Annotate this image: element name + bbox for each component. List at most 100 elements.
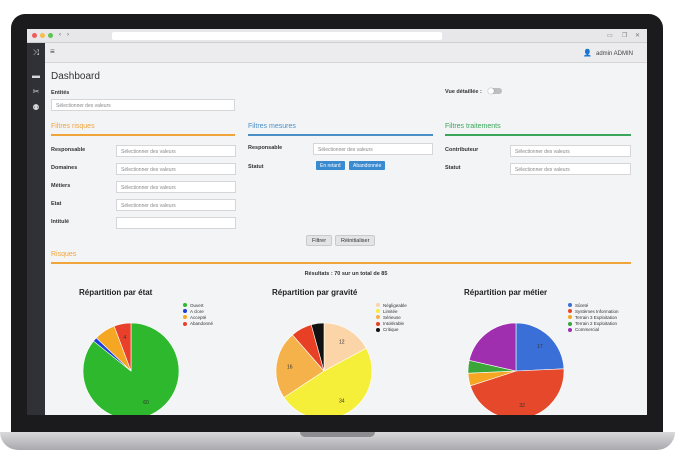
legend-item[interactable]: Systèmes Information: [568, 308, 619, 314]
users-icon[interactable]: ⚉: [32, 103, 40, 112]
tools-icon[interactable]: ✂: [32, 87, 40, 96]
pie-slice[interactable]: [323, 322, 367, 372]
etat-select[interactable]: Sélectionner des valeurs: [116, 199, 236, 211]
legend-swatch: [183, 303, 187, 308]
legend-item[interactable]: Sûreté: [568, 302, 619, 308]
legend-item[interactable]: Intolérable: [376, 321, 407, 327]
chart-gravite-title: Répartition par gravité: [272, 288, 358, 297]
shuffle-icon[interactable]: ⤨: [32, 48, 40, 57]
chart-metier-title: Répartition par métier: [464, 288, 548, 297]
entites-label: Entités: [51, 90, 70, 96]
laptop-notch: [300, 432, 375, 437]
tag-abandonnee[interactable]: Abandonnée: [349, 161, 386, 170]
legend-swatch: [568, 315, 572, 320]
window-restore-icon[interactable]: ❐: [622, 33, 628, 39]
detail-toggle-label: Vue détaillée :: [445, 89, 482, 95]
user-label: admin ADMIN: [595, 51, 633, 57]
pie-data-label: 17: [537, 344, 543, 350]
window-minimize-icon[interactable]: ▭: [607, 33, 613, 39]
pie-slice[interactable]: [469, 368, 565, 415]
pie-slice[interactable]: [283, 347, 373, 415]
domaines-select[interactable]: Sélectionner des valeurs: [116, 163, 236, 175]
contributeur-select[interactable]: Sélectionner des valeurs: [510, 145, 631, 157]
filtres-traitements-title: Filtres traitements: [445, 123, 501, 130]
chart-etat-legend: Ouvert A clore Accepté Abandonné: [183, 302, 213, 327]
traitements-statut-select[interactable]: Sélectionner des valeurs: [510, 163, 631, 175]
legend-item[interactable]: Terrain 2 Exploitation: [568, 321, 619, 327]
legend-item[interactable]: A clore: [183, 308, 213, 314]
main-content: Dashboard Entités Sélectionner des valeu…: [45, 63, 647, 415]
user-icon: 👤: [583, 50, 592, 57]
metiers-label: Métiers: [51, 183, 71, 189]
filtres-traitements-rule: [445, 134, 631, 136]
close-dot-icon[interactable]: [32, 33, 37, 38]
pie-data-label: 32: [519, 403, 525, 409]
legend-item[interactable]: Négligeable: [376, 302, 407, 308]
metiers-select[interactable]: Sélectionner des valeurs: [116, 181, 236, 193]
pie-slice[interactable]: [515, 322, 565, 372]
sidebar: ⤨ ▬ ✂ ⚉: [27, 43, 45, 415]
hamburger-icon[interactable]: ≡: [50, 47, 55, 56]
detail-toggle[interactable]: [488, 88, 502, 94]
pie-slice[interactable]: [310, 322, 325, 372]
back-icon[interactable]: ‹: [59, 32, 61, 38]
window-close-icon[interactable]: ✕: [635, 33, 641, 39]
pie-slice[interactable]: [113, 322, 132, 372]
legend-swatch: [568, 321, 572, 326]
chart-etat-title: Répartition par état: [79, 288, 153, 297]
domaines-label: Domaines: [51, 165, 78, 171]
legend-label: A clore: [190, 308, 204, 314]
responsable-label: Responsable: [51, 147, 86, 153]
legend-label: Terrain 3 Exploitation: [575, 314, 618, 320]
mesures-statut-label: Statut: [248, 164, 264, 170]
legend-item[interactable]: Accepté: [183, 314, 213, 320]
pie-data-label: 34: [339, 399, 345, 405]
legend-label: Commercial: [575, 327, 600, 333]
user-menu[interactable]: 👤 admin ADMIN: [583, 49, 633, 57]
legend-swatch: [183, 309, 187, 314]
intitule-input[interactable]: [116, 217, 236, 229]
legend-item[interactable]: Ouvert: [183, 302, 213, 308]
pie-data-label: 60: [143, 400, 149, 406]
reset-button[interactable]: Réinitialiser: [335, 235, 376, 246]
legend-swatch: [376, 309, 380, 314]
legend-label: Abandonné: [190, 321, 214, 327]
filtres-risques-rule: [51, 134, 235, 136]
legend-label: Critique: [383, 327, 399, 333]
legend-swatch: [376, 327, 380, 332]
forward-icon[interactable]: ›: [67, 32, 69, 38]
legend-label: Sûreté: [575, 302, 589, 308]
pie-slice[interactable]: [275, 334, 325, 398]
mesures-responsable-select[interactable]: Sélectionner des valeurs: [313, 143, 433, 155]
legend-item[interactable]: Limitée: [376, 308, 407, 314]
screen: ‹ › ▭ ❐ ✕ ≡ 👤 admin ADMIN ⤨ ▬ ✂ ⚉ Dashboa…: [27, 29, 647, 415]
url-bar[interactable]: [112, 32, 442, 40]
app-header: ≡ 👤 admin ADMIN: [27, 43, 647, 63]
chart-gravite: Répartition par gravité Négligeable Limit…: [272, 284, 452, 415]
legend-label: Limitée: [383, 308, 398, 314]
entites-select[interactable]: Sélectionner des valeurs: [51, 99, 235, 111]
filtres-risques-title: Filtres risques: [51, 123, 95, 130]
legend-item[interactable]: Commercial: [568, 327, 619, 333]
legend-item[interactable]: Abandonné: [183, 321, 213, 327]
responsable-select[interactable]: Sélectionner des valeurs: [116, 145, 236, 157]
risques-rule: [51, 262, 631, 264]
maximize-dot-icon[interactable]: [48, 33, 53, 38]
legend-item[interactable]: Sérieuse: [376, 314, 407, 320]
filter-button[interactable]: Filtrer: [306, 235, 333, 246]
legend-item[interactable]: Critique: [376, 327, 407, 333]
legend-label: Sérieuse: [383, 314, 401, 320]
folder-icon[interactable]: ▬: [32, 71, 40, 80]
etat-label: Etat: [51, 201, 62, 207]
tag-en-retard[interactable]: En retard: [316, 161, 345, 170]
legend-swatch: [568, 309, 572, 314]
legend-item[interactable]: Terrain 3 Exploitation: [568, 314, 619, 320]
legend-swatch: [568, 327, 572, 332]
pie-slice[interactable]: [468, 322, 517, 372]
legend-label: Intolérable: [383, 321, 405, 327]
legend-label: Systèmes Information: [575, 308, 619, 314]
risques-title: Risques: [51, 251, 77, 258]
minimize-dot-icon[interactable]: [40, 33, 45, 38]
browser-chrome: ‹ › ▭ ❐ ✕: [27, 29, 647, 43]
